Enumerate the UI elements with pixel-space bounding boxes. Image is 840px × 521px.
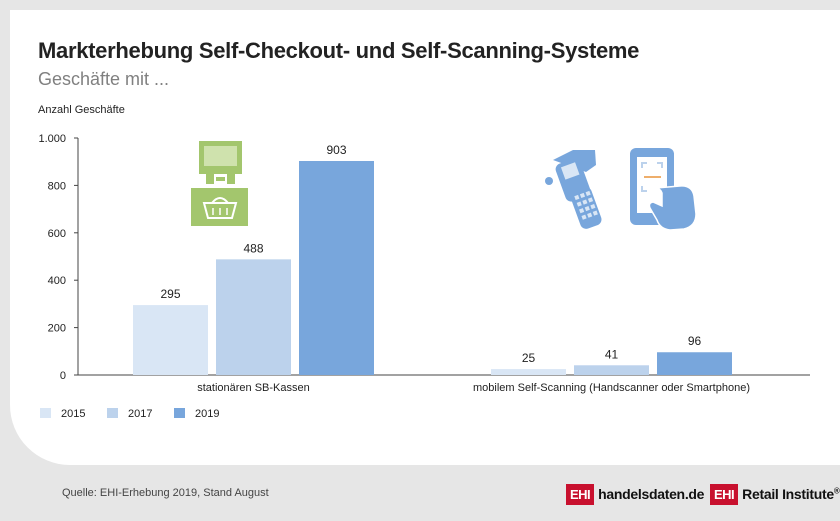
x-axis-labels: stationären SB-Kassen mobilem Self-Scanni… [197,382,750,394]
chart-card [10,10,840,465]
bar-2019 [657,352,732,375]
y-tick-label: 0 [60,370,66,382]
bar-value-label: 25 [522,351,536,365]
bar-chart: 0 200 400 600 800 1.000 295 488 903 25 41 96 stati… [38,133,810,420]
y-tick-label: 600 [48,228,66,240]
y-tick-label: 800 [48,180,66,192]
handheld-scanner-icon [545,150,602,229]
bar-2019 [299,160,374,375]
y-axis-label: Anzahl Geschäfte [38,104,125,116]
y-tick-label: 400 [48,275,66,287]
x-category-label: mobilem Self-Scanning (Handscanner oder … [473,382,750,394]
legend-label-2017: 2017 [128,408,152,420]
bar-value-label: 41 [605,347,619,361]
bar-value-label: 96 [688,334,702,348]
bar-2015 [133,305,208,375]
y-tick-label: 1.000 [38,133,66,145]
ehi-logo-box: EHI [566,483,595,505]
handelsdaten-logo-text: handelsdaten.de [598,486,705,502]
ehi-retail-institute-logo-text: Retail Institute® [742,486,840,502]
chart-title: Markterhebung Self-Checkout- und Self-Sc… [38,38,640,63]
bar-value-label: 903 [326,143,346,157]
legend-swatch-2015 [40,408,51,418]
legend: 2015 2017 2019 [40,408,219,420]
source-note: Quelle: EHI-Erhebung 2019, Stand August [62,487,269,499]
legend-label-2019: 2019 [195,408,219,420]
legend-swatch-2017 [107,408,118,418]
bar-2015 [491,369,566,375]
bar-value-label: 295 [160,287,180,301]
bars: 295 488 903 25 41 96 [133,143,732,375]
chart-subtitle: Geschäfte mit ... [38,69,170,89]
self-checkout-terminal-icon [191,141,248,226]
legend-swatch-2019 [174,408,185,418]
legend-label-2015: 2015 [61,408,85,420]
bar-value-label: 488 [243,241,263,255]
x-category-label: stationären SB-Kassen [197,382,310,394]
bar-2017 [574,365,649,375]
bar-2017 [216,259,291,375]
y-tick-label: 200 [48,323,66,335]
ehi-retail-institute-logo[interactable]: EHI Retail Institute® [710,482,840,506]
ehi-logo-box: EHI [710,483,739,505]
handelsdaten-logo[interactable]: EHI handelsdaten.de [566,482,704,506]
smartphone-scan-icon [630,148,697,231]
